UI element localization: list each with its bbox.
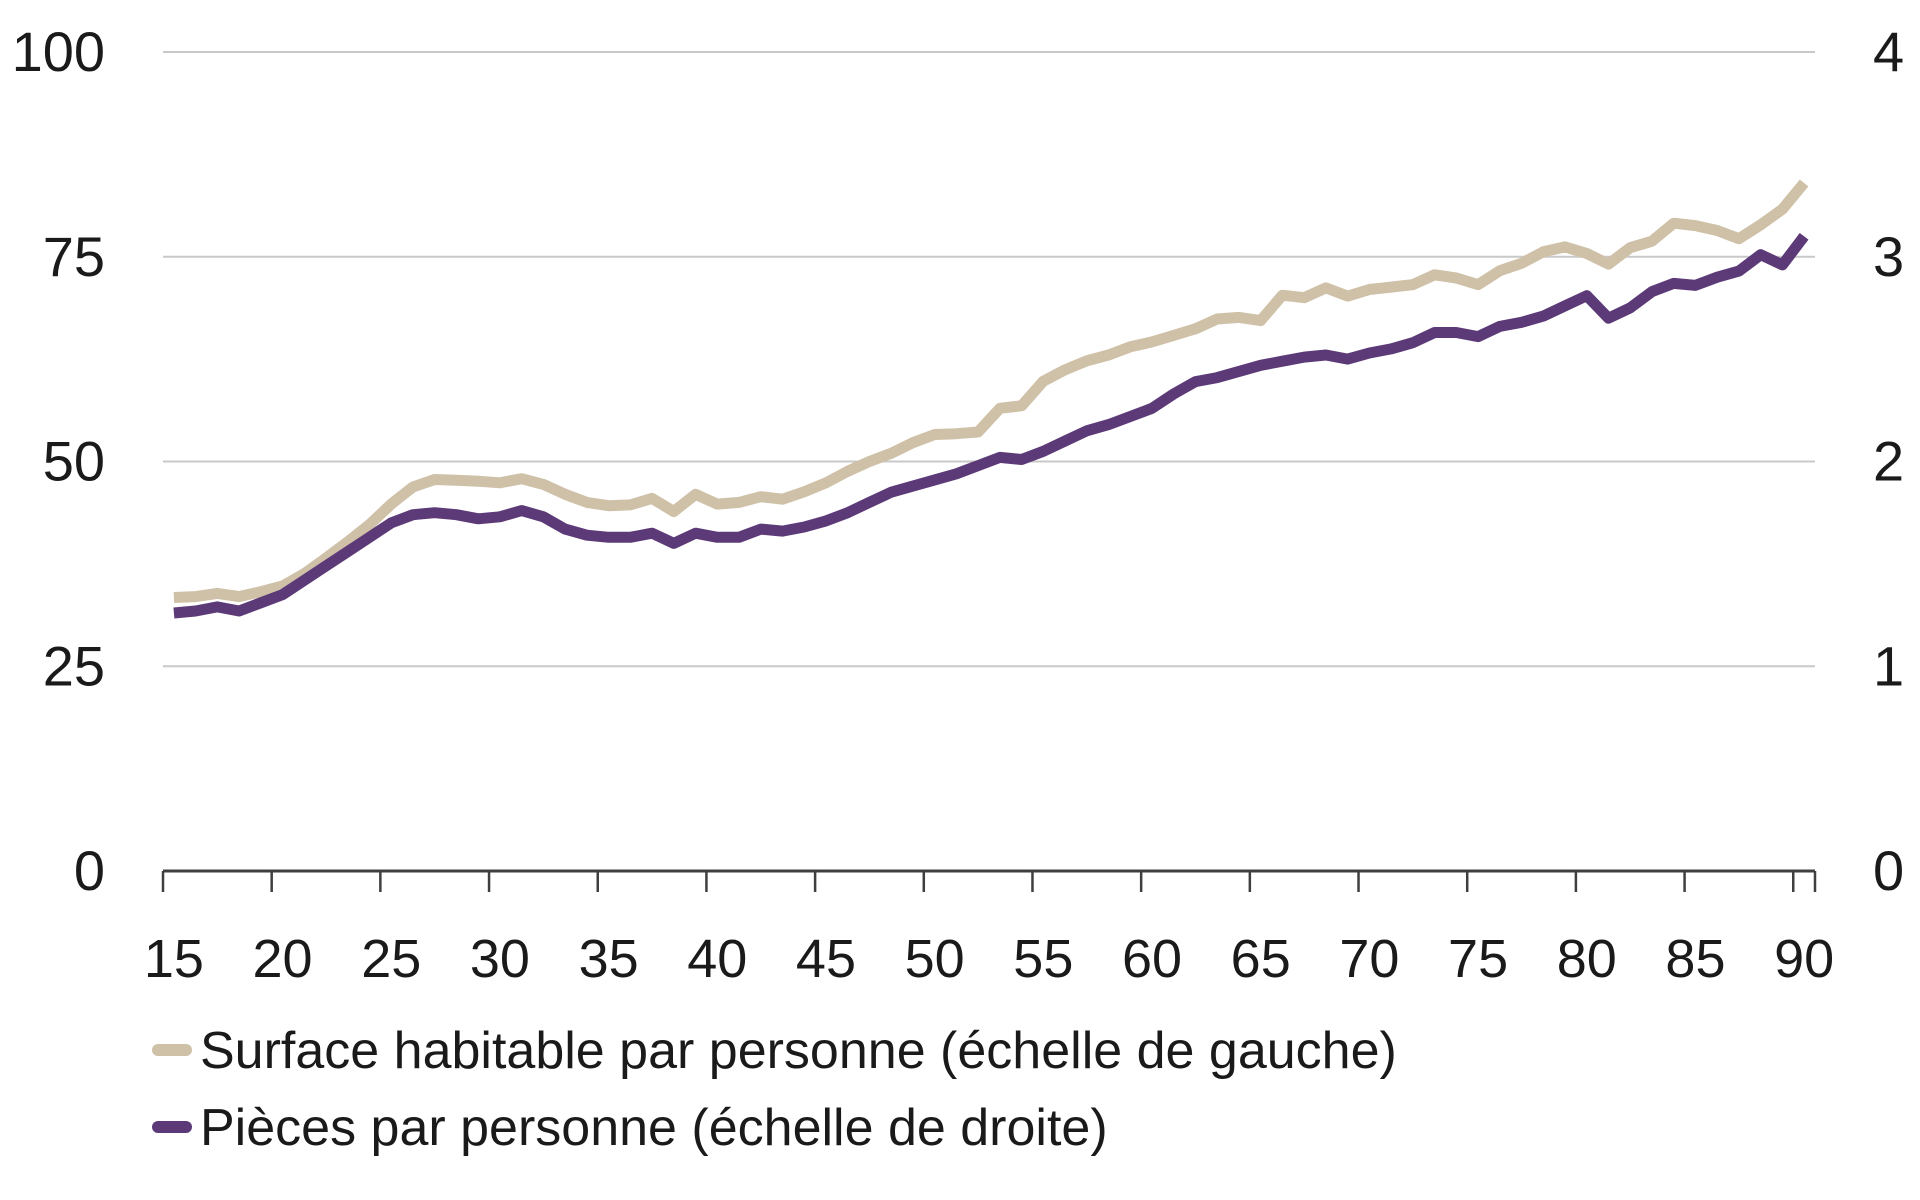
x-axis-label: 55 xyxy=(1013,929,1073,989)
legend-swatch-pieces xyxy=(152,1121,192,1133)
left-axis-label: 25 xyxy=(43,634,105,697)
right-axis-label: 4 xyxy=(1873,20,1904,83)
x-axis-label: 90 xyxy=(1774,929,1834,989)
x-axis-label: 40 xyxy=(687,929,747,989)
left-axis-label: 100 xyxy=(12,20,105,83)
right-axis-label: 0 xyxy=(1873,839,1904,902)
x-axis-label: 60 xyxy=(1122,929,1182,989)
x-axis-label: 50 xyxy=(905,929,965,989)
x-axis-label: 20 xyxy=(253,929,313,989)
x-axis-label: 35 xyxy=(579,929,639,989)
legend-label: Pièces par personne (échelle de droite) xyxy=(200,1099,1108,1157)
x-axis-label: 15 xyxy=(144,929,204,989)
x-axis-label: 85 xyxy=(1665,929,1725,989)
x-axis-label: 75 xyxy=(1448,929,1508,989)
legend-label: Surface habitable par personne (échelle … xyxy=(200,1022,1397,1080)
legend-swatch-surface xyxy=(152,1044,192,1056)
series-line-pieces xyxy=(173,232,1809,619)
left-axis-label: 50 xyxy=(43,430,105,493)
right-axis-label: 2 xyxy=(1873,430,1904,493)
x-axis-label: 45 xyxy=(796,929,856,989)
x-axis-label: 80 xyxy=(1557,929,1617,989)
x-axis-label: 65 xyxy=(1231,929,1291,989)
right-axis-label: 3 xyxy=(1873,225,1904,288)
x-axis-label: 25 xyxy=(361,929,421,989)
x-axis-label: 70 xyxy=(1339,929,1399,989)
right-axis-label: 1 xyxy=(1873,634,1904,697)
series-line-surface xyxy=(173,179,1809,603)
x-axis-label: 30 xyxy=(470,929,530,989)
left-axis-label: 0 xyxy=(74,839,105,902)
left-axis-label: 75 xyxy=(43,225,105,288)
